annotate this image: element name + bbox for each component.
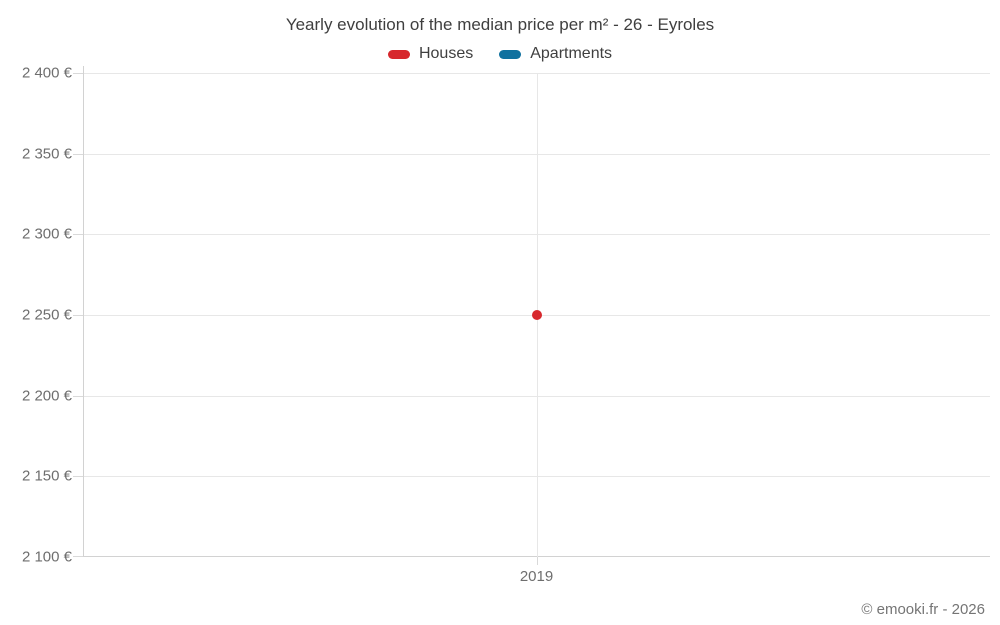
chart-title: Yearly evolution of the median price per… [285,15,715,34]
ylabel-2250: 2 250 € [21,306,72,324]
ytick-2350 [73,153,83,155]
ylabel-2350: 2 350 € [21,145,72,163]
legend: Houses Apartments [0,45,1000,63]
ytick-2250 [73,315,83,316]
legend-label-houses: Houses [418,45,474,62]
legend-item-houses[interactable]: Houses [387,45,474,63]
ytick-2100 [73,556,83,557]
data-point-houses-2019 [531,310,542,320]
legend-label-apartments: Apartments [530,45,613,62]
ytick-2300 [73,234,83,236]
xtick-2019 [536,557,538,565]
ylabel-2400: 2 400 € [21,64,72,82]
y-axis-line [83,66,84,557]
plot-area: 2 400 € 2 350 € 2 300 € 2 250 € 2 200 € 2 150… [22,65,990,585]
xlabel-2019: 2019 [519,568,554,585]
ytick-2400 [73,73,83,74]
ytick-2150 [73,476,83,478]
ylabel-2300: 2 300 € [21,225,72,243]
legend-item-apartments[interactable]: Apartments [499,45,612,63]
ylabel-2100: 2 100 € [21,548,72,566]
houses-swatch-icon [387,49,410,59]
ylabel-2150: 2 150 € [21,467,72,485]
copyright: © emooki.fr - 2026 [861,601,985,618]
apartments-swatch-icon [499,49,522,59]
ylabel-2200: 2 200 € [21,387,72,405]
ytick-2200 [73,395,83,397]
